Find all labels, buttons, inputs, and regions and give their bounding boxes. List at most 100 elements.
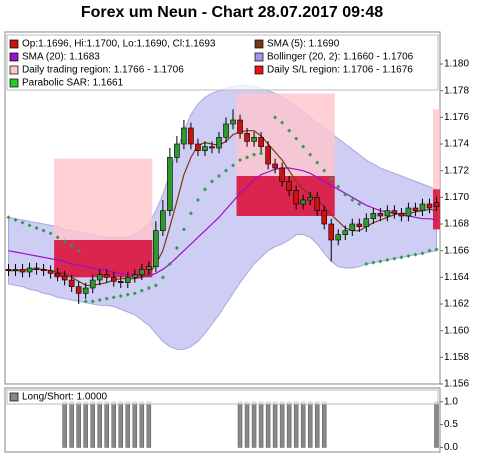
candle-body xyxy=(251,137,257,142)
long-short-bar xyxy=(83,401,88,448)
candle-body xyxy=(146,266,152,270)
candle-body xyxy=(419,203,426,211)
sar-point xyxy=(48,231,53,236)
long-short-bar xyxy=(258,401,264,448)
y-tick-label: 1.164 xyxy=(444,272,469,283)
candle-body xyxy=(68,279,75,287)
legend-swatch xyxy=(9,392,19,402)
sar-point xyxy=(315,160,320,165)
long-short-bar xyxy=(69,401,74,448)
candle-body xyxy=(244,133,250,142)
sar-point xyxy=(287,128,292,133)
sar-point xyxy=(181,227,186,232)
sar-point xyxy=(146,286,151,290)
sar-point xyxy=(406,254,411,258)
sma-5-line xyxy=(8,130,437,286)
legend-label: SMA (20): 1.1683 xyxy=(22,52,100,63)
long-short-bar xyxy=(314,401,320,448)
candle-body xyxy=(47,270,54,274)
candle-body xyxy=(223,123,229,138)
legend-swatch xyxy=(9,65,19,75)
sl-region xyxy=(54,240,153,278)
y-tick-label: 1.172 xyxy=(444,165,469,176)
y-tick-label: 1.170 xyxy=(444,192,469,203)
candle-body xyxy=(5,269,12,271)
sar-point xyxy=(188,211,193,216)
legend-box xyxy=(6,389,439,405)
candle-body xyxy=(202,146,208,151)
sar-point xyxy=(336,184,341,189)
candle-body xyxy=(321,210,328,225)
sar-point xyxy=(385,258,390,262)
sar-point xyxy=(174,246,179,250)
candle-body xyxy=(139,269,145,275)
sar-point xyxy=(322,168,327,173)
candle-body xyxy=(335,234,342,241)
y-tick-label: 1.168 xyxy=(444,219,469,230)
y-tick-label: 1.166 xyxy=(444,245,469,256)
legend-swatch xyxy=(254,65,264,75)
candle-body xyxy=(328,223,335,241)
candle-body xyxy=(237,119,243,134)
sar-point xyxy=(216,174,221,178)
legend-swatch xyxy=(9,39,19,49)
long-short-bar xyxy=(76,401,81,448)
sar-point xyxy=(160,275,165,280)
sar-point xyxy=(62,239,67,244)
candle-body xyxy=(391,210,398,214)
candle-body xyxy=(293,190,299,205)
y-tick-label: 1.160 xyxy=(444,325,469,336)
candle-body xyxy=(61,275,68,281)
y-tick-label: 0.0 xyxy=(444,442,458,453)
long-short-bar xyxy=(62,401,67,448)
candle-body xyxy=(117,281,124,283)
long-short-bar xyxy=(97,401,102,448)
sar-point xyxy=(111,295,116,300)
sar-point xyxy=(55,235,60,240)
sar-point xyxy=(20,220,25,225)
legend-label: Daily trading region: 1.1766 - 1.1706 xyxy=(22,65,184,76)
sar-point xyxy=(273,115,278,120)
sar-point xyxy=(139,288,144,293)
candle-body xyxy=(405,207,412,217)
long-short-bar xyxy=(104,401,109,448)
sar-point xyxy=(231,163,236,168)
candle-body xyxy=(272,163,278,169)
legend-swatch xyxy=(9,52,19,62)
candle-body xyxy=(188,127,194,145)
sar-point xyxy=(301,144,306,149)
chart-title: Forex um Neun - Chart 28.07.2017 09:48 xyxy=(81,4,383,21)
sar-point xyxy=(153,283,158,288)
sar-point xyxy=(202,187,207,192)
sar-point xyxy=(27,223,32,228)
candle-body xyxy=(433,202,440,207)
sar-point xyxy=(392,256,397,261)
sar-point xyxy=(167,262,172,266)
candle-body xyxy=(54,273,61,277)
candle-body xyxy=(181,127,187,145)
y-tick-label: 1.176 xyxy=(444,112,469,123)
sar-point xyxy=(224,168,229,173)
candle-body xyxy=(195,143,201,151)
long-short-bar xyxy=(146,401,152,448)
candle-body xyxy=(412,207,419,211)
sar-point xyxy=(252,152,257,157)
sar-point xyxy=(41,228,46,233)
candle-body xyxy=(279,167,285,182)
sar-point xyxy=(125,292,130,297)
candle-body xyxy=(349,223,356,231)
candle-body xyxy=(384,210,391,217)
sar-point xyxy=(104,296,109,301)
sar-point xyxy=(399,255,404,260)
sar-point xyxy=(308,152,313,157)
legend-label: Long/Short: 1.0000 xyxy=(22,392,108,403)
sar-point xyxy=(69,243,74,248)
long-short-bar xyxy=(321,401,327,448)
candle-body xyxy=(19,269,26,273)
candle-body xyxy=(426,203,433,209)
candle-body xyxy=(342,230,349,235)
long-short-bar xyxy=(251,401,257,448)
sar-point xyxy=(434,247,439,252)
legend-swatch xyxy=(254,39,264,49)
legend-swatch xyxy=(9,78,19,88)
